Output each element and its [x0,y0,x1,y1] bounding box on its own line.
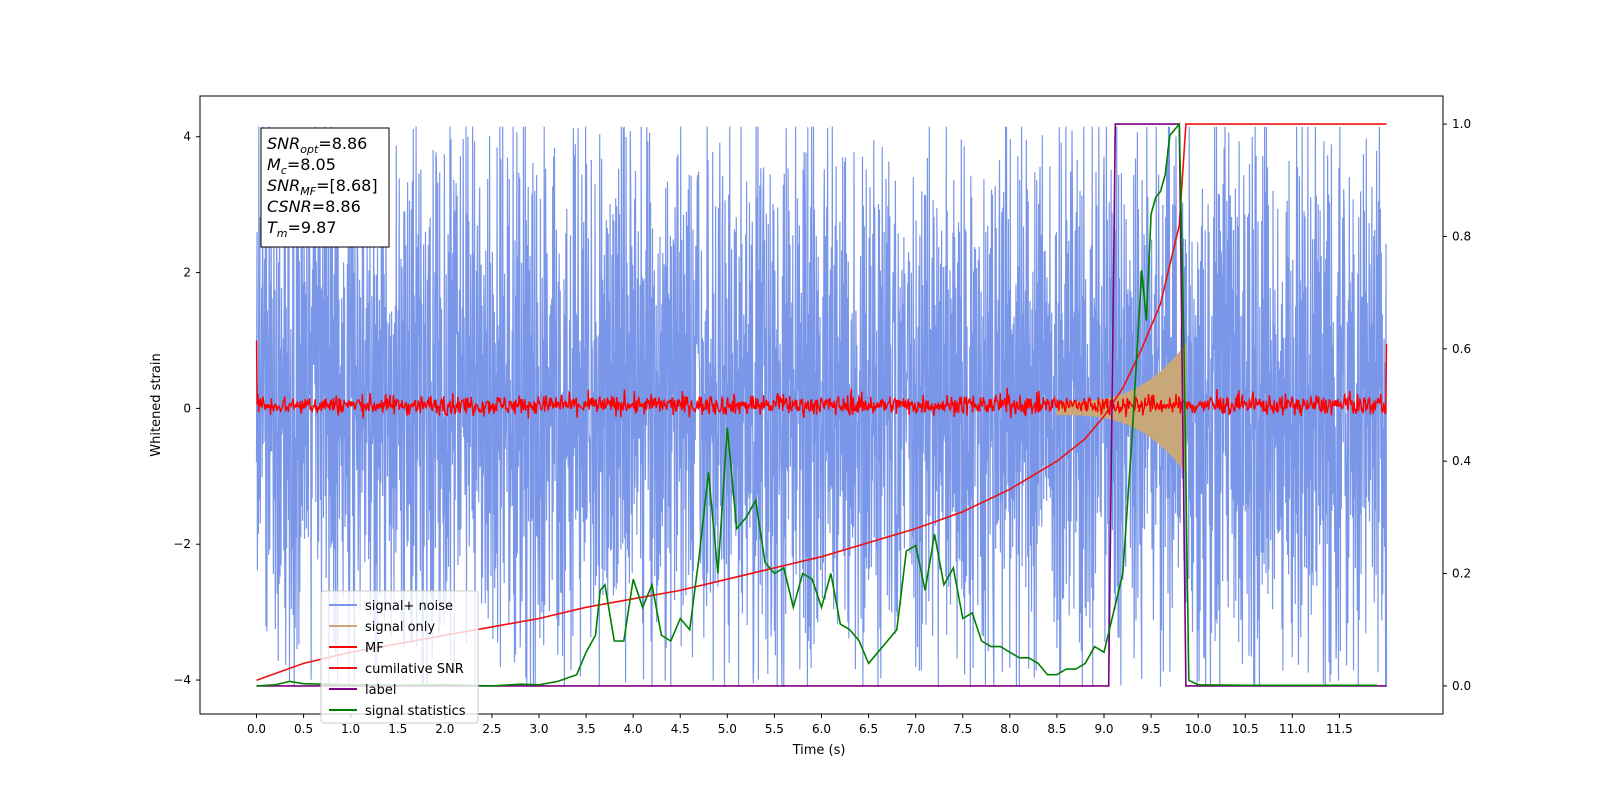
info-box-row: Tm=9.87 [267,218,337,240]
x-tick-label: 2.5 [482,722,501,736]
y-tick-label: −4 [173,673,191,687]
info-box-row: CSNR=8.86 [267,197,361,216]
x-tick-label: 8.0 [1000,722,1019,736]
x-tick-label: 5.5 [765,722,784,736]
legend: signal+ noise signal only MF cumilative SNR… [320,590,479,724]
x-tick-label: 2.0 [435,722,454,736]
y-tick-label: 4 [183,130,191,144]
x-tick-label: 1.0 [341,722,360,736]
x-tick-label: 6.5 [859,722,878,736]
x-tick-label: 11.5 [1326,722,1353,736]
legend-label: label [365,683,396,698]
y-right-tick-label: 1.0 [1452,117,1471,131]
x-tick-label: 3.5 [577,722,596,736]
x-tick-label: 7.0 [906,722,925,736]
x-tick-label: 0.5 [294,722,313,736]
x-tick-label: 0.0 [247,722,266,736]
y-right-tick-label: 0.2 [1452,567,1471,581]
x-tick-label: 4.5 [671,722,690,736]
legend-label: signal+ noise [365,599,453,614]
legend-label: signal only [365,620,435,635]
info-box-frame [260,127,390,248]
legend-label: signal statistics [365,704,466,719]
legend-frame [320,590,479,724]
x-tick-label: 9.0 [1094,722,1113,736]
x-tick-label: 1.5 [388,722,407,736]
legend-label: MF [365,641,384,656]
x-tick-label: 6.0 [812,722,831,736]
info-box-row: SNRMF=[8.68] [267,176,378,198]
x-axis-label: Time (s) [792,743,846,758]
y-tick-label: 0 [183,401,191,415]
y-right-tick-label: 0.4 [1452,454,1471,468]
x-tick-label: 3.0 [529,722,548,736]
x-tick-label: 9.5 [1142,722,1161,736]
x-tick-label: 10.0 [1185,722,1212,736]
series-signal-statistics [256,121,1378,687]
x-tick-label: 10.5 [1232,722,1259,736]
x-tick-label: 8.5 [1047,722,1066,736]
series-label [256,123,1387,687]
y-tick-label: 2 [183,266,191,280]
y-tick-label: −2 [173,537,191,551]
axes-layer: 0.0 0.5 1.0 1.5 2.0 2.5 3.0 3.5 4.0 4.5 5.0 5.5 6.0 6… [173,117,1471,736]
x-tick-label: 11.0 [1279,722,1306,736]
x-tick-label: 4.0 [624,722,643,736]
y-right-tick-label: 0.8 [1452,229,1471,243]
y-right-tick-label: 0.6 [1452,342,1471,356]
info-box-row: Mc=8.05 [267,155,336,177]
y-right-tick-label: 0.0 [1452,679,1471,693]
series-signal-noise [255,126,1388,687]
legend-label: cumilative SNR [365,662,464,677]
series-mf [255,340,1388,419]
x-tick-label: 5.0 [718,722,737,736]
x-tick-label: 7.5 [953,722,972,736]
y-axis-label: Whitened strain [149,353,164,456]
series-signal-only [1056,344,1187,473]
info-box-row: SNRopt=8.86 [267,134,367,156]
